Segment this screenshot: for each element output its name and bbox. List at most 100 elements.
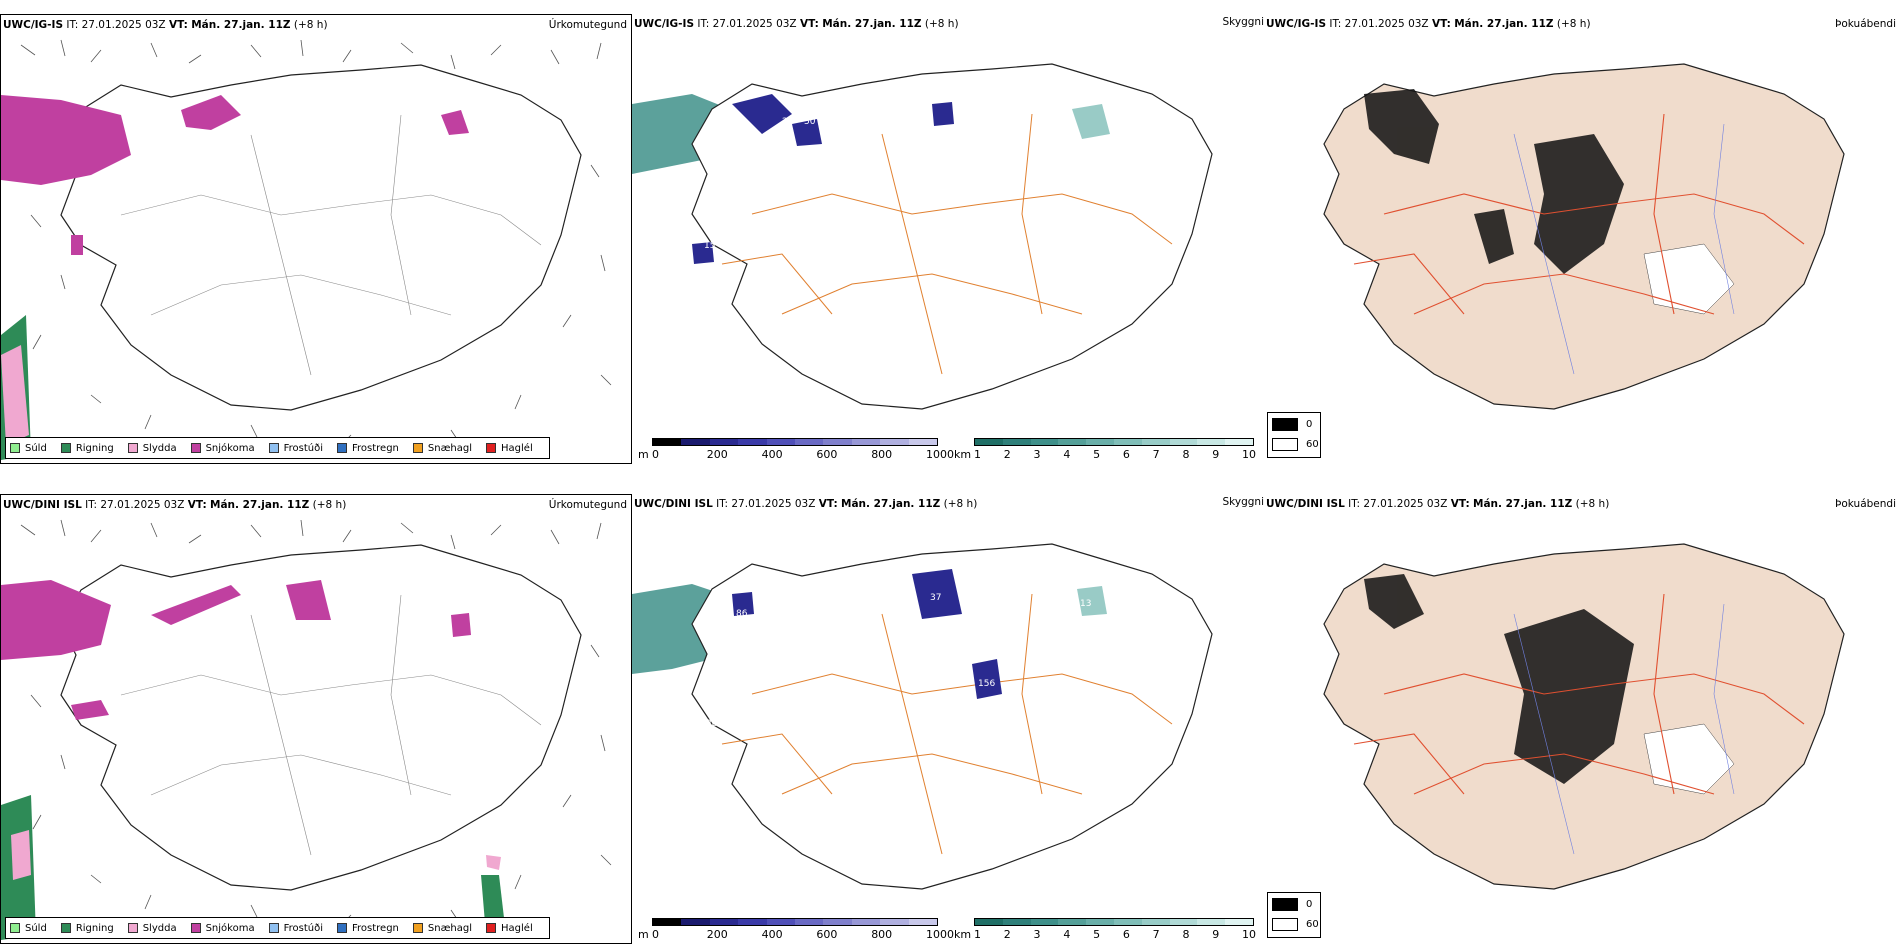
colorbar-tick: 10 <box>1242 448 1256 461</box>
colorbar-bin <box>709 439 739 445</box>
precip-areas <box>1 95 469 460</box>
colorbar-bin <box>1002 919 1031 925</box>
colorbar-tick: 8 <box>1182 928 1190 941</box>
colorbar-bin <box>738 439 767 445</box>
it-label: IT: <box>1348 498 1361 510</box>
legend-swatch <box>412 923 423 933</box>
cloud-legend: 0 60 <box>1267 412 1321 458</box>
legend-item: Frostúði <box>268 442 323 454</box>
visibility-title: Skyggni <box>1222 496 1265 508</box>
it-value: 27.01.2025 03Z <box>81 19 166 31</box>
iceland-outline <box>691 63 1213 410</box>
legend-label: Frostregn <box>352 922 399 934</box>
cloud-legend-label: 60 <box>1306 919 1319 930</box>
legend-label: Súld <box>25 922 47 934</box>
iceland-outline <box>691 543 1213 890</box>
fog-title: Þokuábendi <box>1835 18 1896 30</box>
colorbar-tick: 600 <box>816 928 838 941</box>
colorbar-tick: 3 <box>1033 448 1041 461</box>
legend-item: Súld <box>10 923 47 934</box>
colorbar-tick: 400 <box>761 928 783 941</box>
colorbar-bin <box>1030 439 1059 445</box>
iceland-outline <box>60 544 582 891</box>
colorbar-tick: 3 <box>1033 928 1041 941</box>
iceland-outline <box>60 64 582 411</box>
colorbar-tick: 5 <box>1093 928 1101 941</box>
legend-item: Frostúði <box>268 923 323 934</box>
colorbar-unit: m <box>638 448 649 461</box>
it-value: 27.01.2025 03Z <box>1363 498 1448 510</box>
ceiling-colorbar: m 0 200 400 600 800 1000 <box>638 918 954 944</box>
legend-item: Frostregn <box>337 923 399 934</box>
legend-item: Rigning <box>60 923 114 934</box>
station-label: 85 <box>804 161 815 171</box>
colorbar-bin <box>1225 919 1253 925</box>
colorbar-tick: 7 <box>1152 928 1160 941</box>
header-row1: UWC/IG-IS IT: 27.01.2025 03Z VT: Mán. 27… <box>3 19 328 31</box>
colorbar-bin <box>1197 439 1226 445</box>
station-label: 156 <box>978 679 995 689</box>
legend-item: Slydda <box>127 923 177 934</box>
colorbar-bin <box>908 439 938 445</box>
cloud-legend-label: 0 <box>1306 419 1313 430</box>
colorbar-tick: 9 <box>1212 448 1220 461</box>
colorbar-bin <box>975 439 1003 445</box>
legend-label: Súld <box>25 442 47 454</box>
colorbar-bin <box>880 919 909 925</box>
colorbar-tick: 5 <box>1093 448 1101 461</box>
rivers <box>1513 603 1735 855</box>
fog-map-row1 <box>1323 63 1845 410</box>
legend-label: Frostúði <box>283 442 323 454</box>
station-label: 34 <box>660 181 672 191</box>
lead-time: (+8 h) <box>1556 18 1591 30</box>
header-row1-vis: UWC/IG-IS IT: 27.01.2025 03Z VT: Mán. 27… <box>634 18 959 30</box>
colorbar-tick: 1000 <box>926 928 954 941</box>
station-label: 991 <box>654 671 671 681</box>
precip-panel-row2: UWC/DINI ISL IT: 27.01.2025 03Z VT: Mán.… <box>0 494 632 944</box>
colorbar-tick: 1000 <box>926 448 954 461</box>
legend-label: Rigning <box>75 442 114 454</box>
cloud-legend-label: 60 <box>1306 439 1319 450</box>
model-name: UWC/DINI ISL <box>634 498 713 510</box>
legend-item: Haglél <box>486 923 533 934</box>
station-label: 13 <box>1080 599 1091 609</box>
colorbar-tick: 9 <box>1212 928 1220 941</box>
roads <box>1353 593 1805 795</box>
legend-swatch <box>268 923 279 933</box>
visibility-panel-row2: 86 35 310 37 156 991 48 281 13 UWC/DINI … <box>632 494 1264 944</box>
legend-item: Slydda <box>127 443 177 454</box>
station-label: 48 <box>654 685 666 695</box>
precip-title: Úrkomutegund <box>548 499 627 511</box>
colorbar-unit: km <box>954 928 972 941</box>
legend-item: Snjókoma <box>190 443 255 454</box>
it-value: 27.01.2025 03Z <box>100 499 185 511</box>
cloud-legend: 0 60 <box>1267 892 1321 938</box>
it-value: 27.01.2025 03Z <box>712 18 797 30</box>
legend-swatch <box>337 443 347 453</box>
vt-label: VT: <box>187 499 207 511</box>
legend-swatch <box>190 923 201 933</box>
rivers <box>1513 123 1735 375</box>
vt-value: Mán. 27.jan. 11Z <box>191 19 291 31</box>
fog-dense-areas <box>1364 89 1624 274</box>
colorbar-bin <box>1225 439 1253 445</box>
station-label: 86 <box>736 609 748 619</box>
legend-swatch <box>412 443 423 453</box>
roads <box>120 594 542 856</box>
vt-value: Mán. 27.jan. 11Z <box>210 499 310 511</box>
lead-time: (+8 h) <box>943 498 978 510</box>
ceiling-colorbar: m 0 200 400 600 800 1000 <box>638 438 954 464</box>
legend-swatch <box>190 443 201 453</box>
model-name: UWC/IG-IS <box>3 19 64 31</box>
station-label: 50 <box>804 117 816 127</box>
colorbar-tick: 400 <box>761 448 783 461</box>
colorbar-tick: 8 <box>1182 448 1190 461</box>
legend-item: Haglél <box>486 443 533 454</box>
colorbar-unit: m <box>638 928 649 941</box>
legend-item: Rigning <box>60 442 114 454</box>
cloud-legend-row: 60 <box>1272 918 1319 931</box>
colorbar-tick: 0 <box>652 448 659 461</box>
model-name: UWC/DINI ISL <box>3 499 82 511</box>
colorbar-bin <box>1141 919 1170 925</box>
colorbar-tick: 10 <box>1242 928 1256 941</box>
